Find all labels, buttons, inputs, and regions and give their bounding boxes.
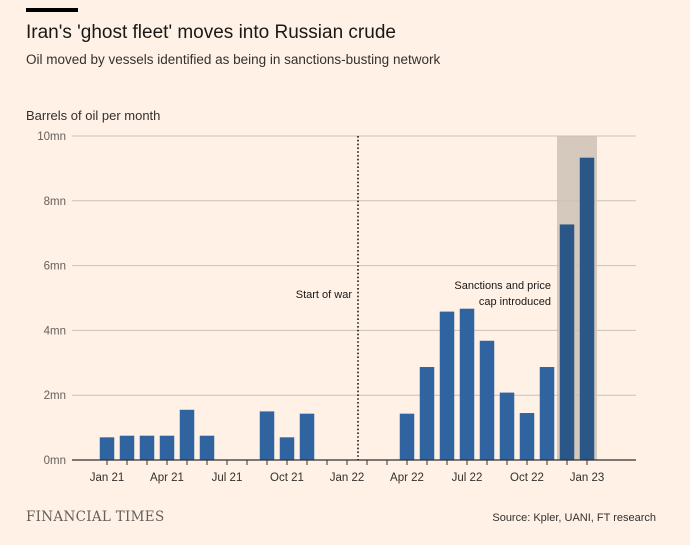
bar (559, 224, 575, 460)
bar (119, 435, 135, 460)
bar (459, 308, 475, 460)
x-tick-label: Jan 21 (90, 472, 125, 484)
bar (519, 413, 535, 460)
x-tick-label: Oct 21 (270, 472, 304, 484)
bar (259, 411, 275, 460)
y-tick-label: 8mn (44, 196, 66, 208)
bar (159, 435, 175, 460)
bar (199, 435, 215, 460)
y-tick-label: 2mn (44, 390, 66, 402)
bar (279, 437, 295, 460)
x-tick-label: Jan 22 (330, 472, 365, 484)
start-of-war-label: Start of war (296, 289, 353, 301)
top-rule (26, 8, 78, 12)
bar (479, 340, 495, 460)
chart-title: Iran's 'ghost fleet' moves into Russian … (26, 22, 396, 43)
y-tick-label: 4mn (44, 325, 66, 337)
y-tick-label: 10mn (37, 131, 66, 143)
x-tick-label: Apr 21 (150, 472, 184, 484)
bar (99, 437, 115, 460)
x-tick-label: Apr 22 (390, 472, 424, 484)
y-axis-label: Barrels of oil per month (26, 108, 161, 123)
bar (439, 311, 455, 460)
bar (579, 157, 595, 460)
x-tick-label: Jul 21 (212, 472, 243, 484)
x-tick-label: Jul 22 (452, 472, 483, 484)
ft-logo: FINANCIAL TIMES (26, 509, 165, 525)
bar (299, 413, 315, 460)
x-tick-label: Oct 22 (510, 472, 544, 484)
bar (139, 435, 155, 460)
x-tick-label: Jan 23 (570, 472, 605, 484)
bar (419, 367, 435, 460)
chart-subtitle: Oil moved by vessels identified as being… (26, 52, 441, 67)
bar (539, 367, 555, 460)
bar (179, 409, 195, 460)
y-tick-label: 0mn (44, 455, 66, 467)
source-note: Source: Kpler, UANI, FT research (492, 512, 656, 524)
bar (499, 392, 515, 460)
y-tick-label: 6mn (44, 261, 66, 273)
sanctions-label: Sanctions and price cap introduced (454, 280, 551, 308)
bar (399, 413, 415, 460)
